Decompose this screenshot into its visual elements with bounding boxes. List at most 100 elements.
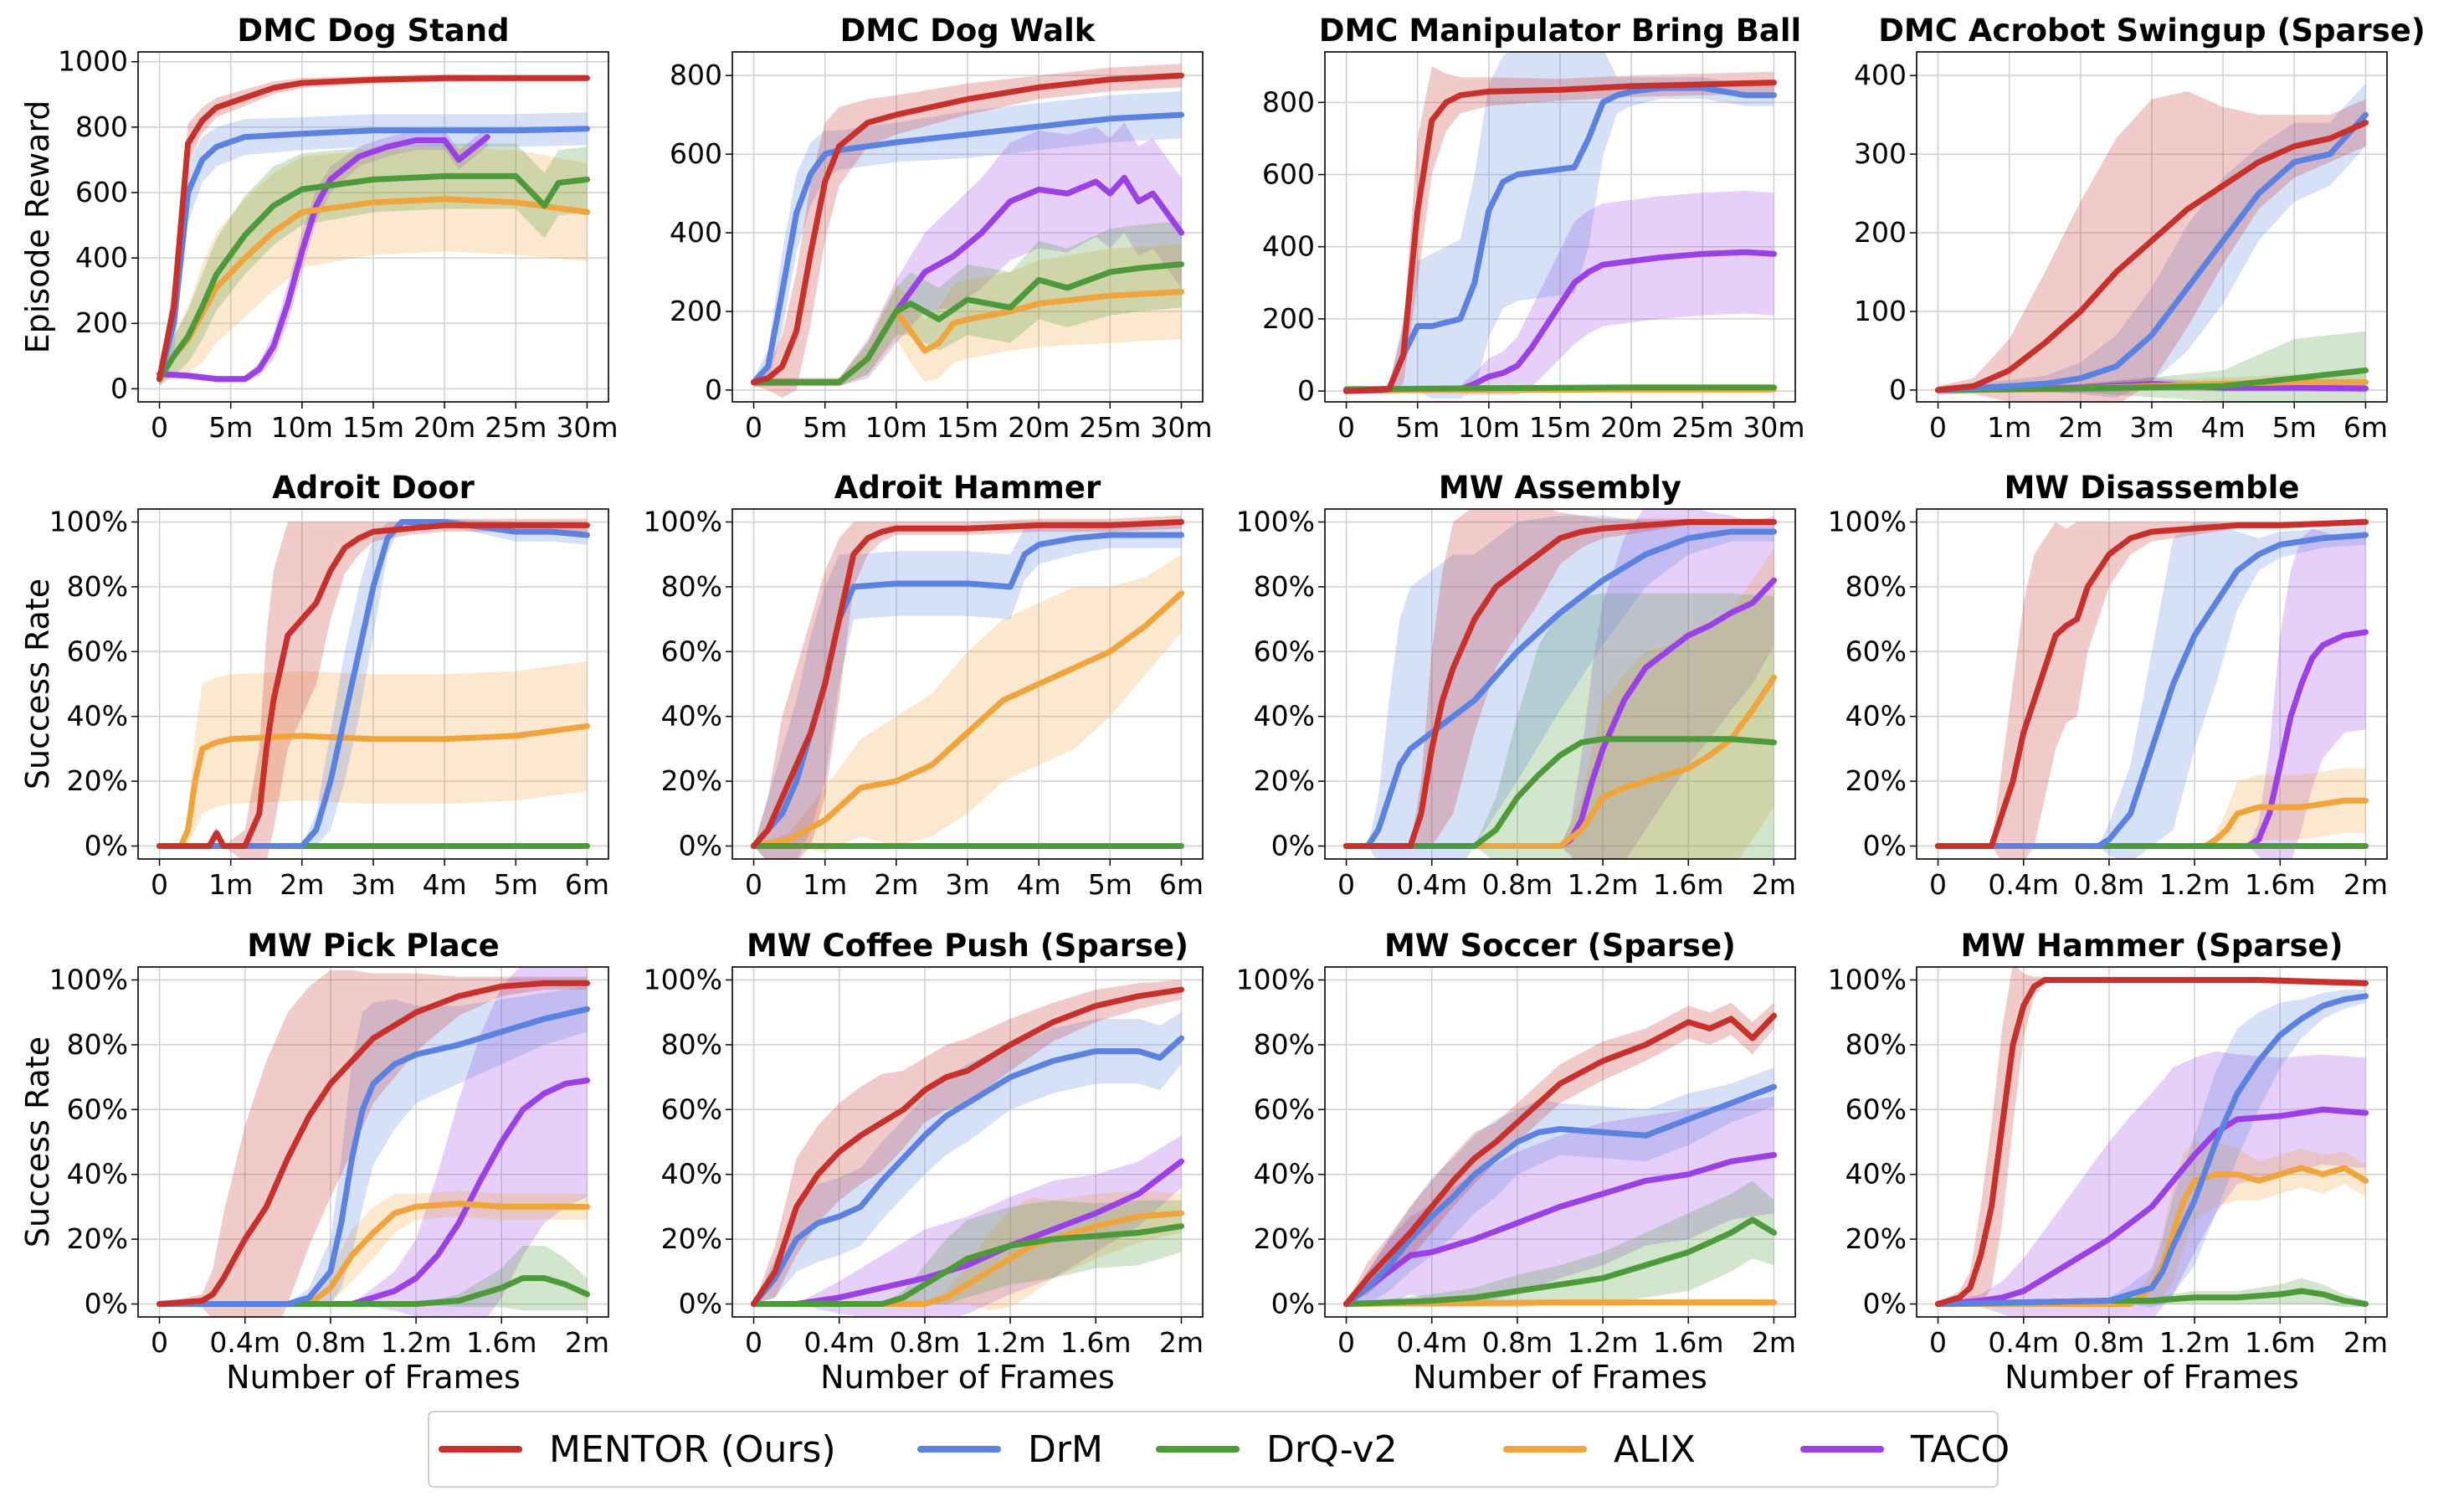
band-alix <box>159 661 588 846</box>
y-tick-label: 200 <box>75 306 128 339</box>
x-tick-label: 5m <box>1088 868 1132 901</box>
y-tick-label: 40% <box>67 1158 128 1191</box>
y-tick-label: 40% <box>1254 1158 1315 1191</box>
band-taco <box>1346 1096 1774 1304</box>
x-axis-label: Number of Frames <box>2005 1359 2299 1396</box>
x-tick-label: 0.4m <box>1396 1326 1467 1359</box>
x-tick-label: 1m <box>1987 411 2031 444</box>
series-line-mentor <box>1935 519 2369 849</box>
legend-item-taco: TACO <box>1800 1428 2010 1471</box>
series-line-alix <box>1935 797 2369 849</box>
y-tick-label: 600 <box>75 176 128 208</box>
legend-item-drq-v2: DrQ-v2 <box>1156 1428 1398 1471</box>
subplot-8: 0 0.4m 0.8m 1.2m 1.6m 2m 0% 20% 40% 60% 80% 100% MW … <box>1828 470 2388 901</box>
subplot-7: 0 0.4m 0.8m 1.2m 1.6m 2m 0% 20% 40% 60% 80% 100% MW … <box>1236 470 1796 901</box>
series-line-drq-v2 <box>1343 736 1777 849</box>
x-tick-label: 5m <box>494 868 538 901</box>
y-tick-label: 80% <box>661 1028 722 1061</box>
x-tick-label: 0 <box>1337 1326 1355 1359</box>
band-alix <box>753 244 1182 387</box>
x-tick-label: 5m <box>2272 411 2317 444</box>
y-tick-label: 600 <box>1262 158 1315 191</box>
x-tick-label: 0 <box>745 1326 762 1359</box>
y-tick-label: 100% <box>49 963 128 995</box>
y-tick-label: 300 <box>1854 137 1907 170</box>
band-drm <box>159 986 588 1308</box>
x-tick-label: 20m <box>1008 411 1070 444</box>
x-tick-label: 4m <box>2201 411 2246 444</box>
x-tick-label: 0.4m <box>209 1326 280 1359</box>
y-tick-label: 40% <box>661 700 722 733</box>
subplot-1: 0 5m 10m 15m 20m 25m 30m 0 200 400 600 800 1000 DMC D… <box>19 13 619 444</box>
x-tick-label: 0 <box>745 868 762 901</box>
series-line-taco <box>1935 629 2369 849</box>
series-line-mentor <box>751 72 1184 385</box>
plot-area <box>751 515 1184 859</box>
x-tick-label: 0.8m <box>1482 1326 1553 1359</box>
y-tick-label: 400 <box>670 216 722 249</box>
x-tick-label: 30m <box>1743 411 1804 444</box>
band-drq-v2 <box>159 143 588 386</box>
plot-area <box>751 980 1184 1317</box>
x-tick-label: 6m <box>2343 411 2388 444</box>
y-tick-label: 40% <box>661 1158 722 1191</box>
x-tick-label: 6m <box>565 868 609 901</box>
plot-area <box>157 518 590 859</box>
x-tick-label: 10m <box>865 411 927 444</box>
y-tick-label: 20% <box>661 1222 722 1255</box>
x-tick-label: 5m <box>208 411 253 444</box>
plot-frame <box>1916 508 2388 860</box>
y-tick-label: 60% <box>1254 635 1315 667</box>
band-drm <box>159 112 588 386</box>
x-tick-label: 1.2m <box>1568 868 1639 901</box>
subplot-title: MW Coffee Push (Sparse) <box>747 928 1188 964</box>
x-tick-label: 1.2m <box>2159 1326 2230 1359</box>
band-drq-v2 <box>753 221 1182 387</box>
y-tick-label: 100% <box>1236 505 1315 537</box>
y-tick-label: 100 <box>1854 295 1907 327</box>
series-line-drq-v2 <box>1935 367 2369 393</box>
x-tick-label: 2m <box>874 868 918 901</box>
y-tick-label: 80% <box>67 570 128 603</box>
plot-frame <box>1324 966 1796 1318</box>
x-tick-label: 30m <box>1150 411 1212 444</box>
series-line-drm <box>157 1006 590 1307</box>
x-tick-label: 0 <box>1929 411 1947 444</box>
x-tick-label: 0 <box>151 1326 168 1359</box>
series-line-drm <box>751 1035 1184 1307</box>
x-tick-label: 10m <box>271 411 333 444</box>
subplot-title: Adroit Door <box>272 470 475 506</box>
subplot-9: 0 0.4m 0.8m 1.2m 1.6m 2m 0% 20% 40% 60% 80% 100% MW … <box>19 928 609 1396</box>
band-mentor <box>1938 518 2366 859</box>
legend-item-alix: ALIX <box>1503 1428 1696 1471</box>
y-tick-label: 20% <box>661 764 722 797</box>
series-line-alix <box>157 1201 590 1307</box>
x-tick-label: 25m <box>485 411 547 444</box>
x-tick-label: 1.2m <box>381 1326 452 1359</box>
band-drm <box>753 522 1182 859</box>
x-tick-label: 20m <box>1600 411 1662 444</box>
y-tick-label: 0 <box>1889 373 1907 406</box>
x-tick-label: 2m <box>1752 868 1796 901</box>
plot-area <box>1343 509 1777 859</box>
subplot-title: MW Disassemble <box>2005 470 2300 506</box>
series-line-drm <box>1935 532 2369 849</box>
y-tick-label: 20% <box>1845 764 1907 797</box>
x-tick-label: 2m <box>2058 411 2102 444</box>
plot-frame <box>1916 966 2388 1318</box>
series-line-alix <box>1343 674 1777 849</box>
plot-area <box>1935 518 2369 859</box>
y-tick-label: 0% <box>1271 1288 1315 1320</box>
series-line-drm <box>1343 528 1777 849</box>
series-line-alix <box>751 590 1184 849</box>
x-tick-label: 3m <box>351 868 395 901</box>
series-line-drq-v2 <box>157 1275 590 1307</box>
y-tick-label: 60% <box>1845 1093 1907 1125</box>
y-tick-label: 200 <box>670 295 722 327</box>
y-axis-label: Episode Reward <box>19 100 56 354</box>
y-tick-label: 80% <box>1254 570 1315 603</box>
x-tick-label: 6m <box>1159 868 1204 901</box>
y-tick-label: 0% <box>1863 1288 1907 1320</box>
x-tick-label: 0 <box>1929 868 1947 901</box>
subplot-title: Adroit Hammer <box>834 470 1101 506</box>
